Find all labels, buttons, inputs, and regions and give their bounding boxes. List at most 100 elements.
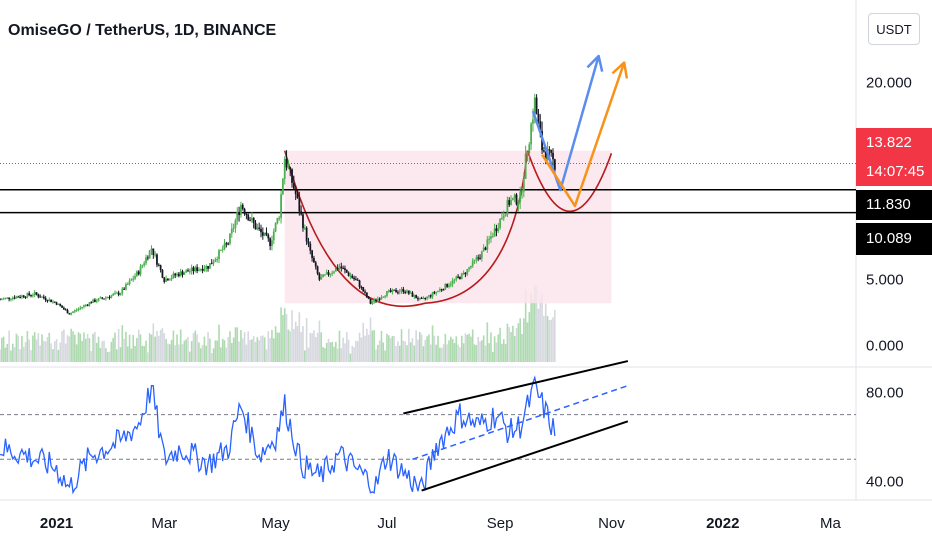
volume-bar [362, 322, 365, 362]
candle-body [219, 249, 222, 251]
candle-body [349, 275, 352, 277]
candle-body [187, 270, 189, 272]
volume-bar [271, 329, 273, 362]
volume-bar [179, 329, 182, 362]
volume-bar [305, 318, 308, 362]
candle-body [46, 300, 49, 302]
volume-bar [322, 347, 324, 362]
volume-bar [205, 345, 208, 362]
candle-body [143, 263, 146, 266]
volume-bar [136, 338, 138, 362]
volume-bar [358, 332, 361, 362]
rsi-channel-lower [421, 420, 629, 492]
candle-body [313, 258, 315, 263]
volume-bar [57, 349, 60, 362]
countdown-tag: 14:07:45 [856, 158, 932, 186]
volume-bar [375, 349, 377, 362]
volume-bar [21, 336, 23, 362]
candle-body [216, 259, 219, 261]
candle-body [469, 265, 472, 268]
candle-body [320, 277, 323, 280]
candle-body [39, 296, 42, 298]
rsi-tick-label: 40.00 [866, 474, 904, 491]
volume-bar [32, 335, 34, 362]
candle-body [289, 167, 292, 170]
volume-bar [220, 347, 222, 362]
volume-bar [190, 341, 193, 362]
volume-bar [210, 353, 213, 362]
volume-bar [384, 350, 386, 362]
candle-body [322, 274, 324, 278]
volume-bar [490, 332, 492, 362]
candle-body [429, 295, 432, 297]
candle-body [544, 151, 547, 161]
volume-bar [364, 335, 366, 362]
candle-body [130, 279, 133, 281]
volume-bar [92, 333, 94, 362]
candle-body [104, 297, 107, 299]
candle-body [336, 268, 339, 270]
candle-body [406, 290, 408, 293]
candle-body [272, 231, 275, 241]
candle-body [214, 259, 217, 262]
candle-body [218, 250, 220, 260]
candle-body [393, 289, 396, 291]
candle-body [114, 292, 116, 295]
candle-body [530, 123, 533, 145]
candle-body [221, 249, 224, 251]
candle-body [260, 228, 262, 233]
candle-body [152, 248, 155, 255]
volume-bar [267, 331, 270, 362]
candle-body [428, 295, 430, 297]
candle-body [373, 299, 376, 303]
volume-bar [163, 333, 166, 362]
volume-bar [61, 331, 63, 362]
volume-bar [345, 332, 348, 362]
volume-bar [258, 340, 260, 362]
volume-bar [528, 312, 531, 362]
candle-body [230, 228, 233, 234]
candle-body [70, 312, 73, 315]
candle-body [84, 304, 87, 306]
candle-body [344, 268, 346, 271]
volume-bar [347, 339, 350, 362]
candle-body [37, 294, 40, 297]
volume-bar [247, 331, 250, 362]
candle-body [449, 284, 452, 286]
time-tick-label: 2022 [706, 515, 739, 532]
volume-bar [198, 342, 200, 362]
volume-bar [59, 342, 62, 362]
candle-body [159, 265, 162, 270]
volume-bar [333, 346, 335, 362]
candle-body [471, 260, 474, 266]
candle-body [356, 279, 359, 281]
volume-bar [154, 336, 156, 362]
volume-bar [544, 303, 547, 362]
currency-button[interactable]: USDT [868, 13, 920, 45]
volume-bar [130, 348, 133, 362]
candle-body [101, 297, 104, 299]
candle-body [316, 266, 319, 274]
candle-body [6, 297, 9, 299]
candle-body [52, 301, 54, 303]
volume-bar [172, 330, 175, 362]
volume-bar [10, 350, 12, 362]
candle-body [55, 302, 58, 305]
candle-body [75, 309, 78, 311]
volume-bar [269, 338, 271, 362]
volume-bar [526, 322, 529, 362]
volume-bar [207, 332, 209, 362]
candle-body [444, 283, 447, 290]
volume-bar [117, 329, 120, 362]
volume-bar [75, 344, 78, 362]
candle-body [137, 271, 140, 275]
volume-bar [15, 333, 18, 362]
rsi-channel-mid [412, 384, 629, 460]
candle-body [501, 218, 503, 220]
orange-projection-arrow [541, 62, 626, 208]
candle-body [424, 297, 427, 299]
volume-bar [234, 327, 237, 362]
candle-body [79, 307, 82, 309]
candle-body [347, 272, 350, 276]
volume-bar [189, 351, 191, 362]
